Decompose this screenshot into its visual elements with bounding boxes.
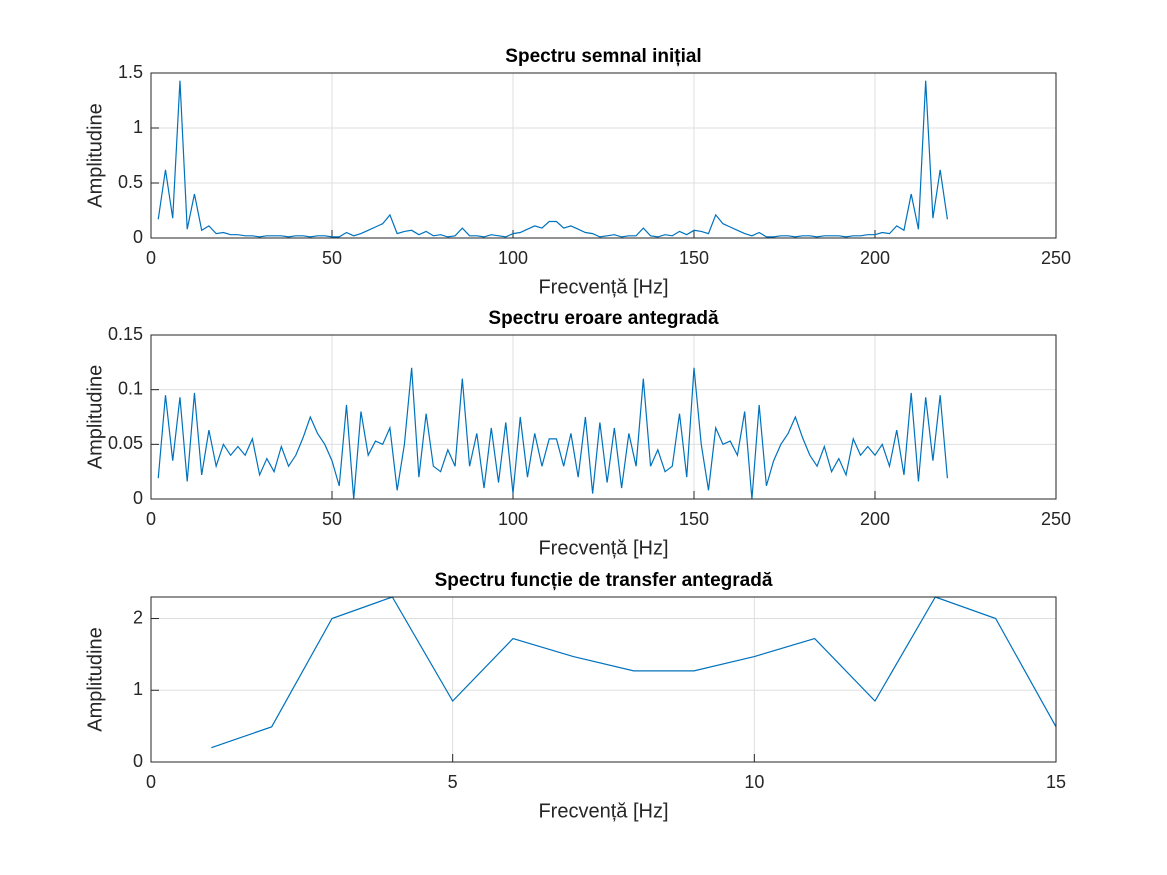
y-tick-label: 2 <box>133 607 143 627</box>
x-tick-label: 0 <box>146 248 156 268</box>
y-axis-label: Amplitudine <box>84 365 106 470</box>
x-tick-label: 100 <box>498 509 528 529</box>
x-tick-label: 150 <box>679 509 709 529</box>
x-tick-label: 250 <box>1041 248 1071 268</box>
y-tick-label: 0.5 <box>118 172 143 192</box>
y-axis-label: Amplitudine <box>84 103 106 208</box>
x-tick-label: 0 <box>146 509 156 529</box>
x-tick-label: 50 <box>322 248 342 268</box>
y-axis-label: Amplitudine <box>84 627 106 732</box>
y-tick-label: 0.05 <box>108 433 143 453</box>
x-tick-label: 200 <box>860 509 890 529</box>
y-tick-label: 1 <box>133 117 143 137</box>
data-line <box>157 367 948 500</box>
data-line <box>157 80 948 238</box>
y-tick-label: 1 <box>133 679 143 699</box>
y-tick-label: 0.15 <box>108 324 143 344</box>
plot-area <box>151 73 1056 238</box>
y-tick-label: 0 <box>133 227 143 247</box>
x-tick-label: 200 <box>860 248 890 268</box>
data-line <box>211 596 1057 749</box>
chart-title: Spectru funcție de transfer antegradă <box>435 570 773 591</box>
x-tick-label: 0 <box>146 772 156 792</box>
y-tick-label: 0 <box>133 488 143 508</box>
chart-title: Spectru semnal inițial <box>505 46 701 67</box>
x-tick-label: 5 <box>448 772 458 792</box>
x-axis-label: Frecvență [Hz] <box>538 800 668 822</box>
y-tick-label: 0.1 <box>118 378 143 398</box>
y-tick-label: 1.5 <box>118 62 143 82</box>
x-axis-label: Frecvență [Hz] <box>538 537 668 559</box>
x-tick-label: 100 <box>498 248 528 268</box>
x-tick-label: 10 <box>744 772 764 792</box>
x-tick-label: 50 <box>322 509 342 529</box>
axes-box <box>150 72 1057 239</box>
chart-title: Spectru eroare antegradă <box>488 308 719 329</box>
x-tick-label: 15 <box>1046 772 1066 792</box>
x-axis-label: Frecvență [Hz] <box>538 276 668 298</box>
axes-box <box>150 334 1057 500</box>
x-tick-label: 250 <box>1041 509 1071 529</box>
plot-area <box>151 597 1056 762</box>
axes-box <box>150 596 1057 763</box>
x-tick-label: 150 <box>679 248 709 268</box>
y-tick-label: 0 <box>133 751 143 771</box>
plot-area <box>151 335 1056 499</box>
